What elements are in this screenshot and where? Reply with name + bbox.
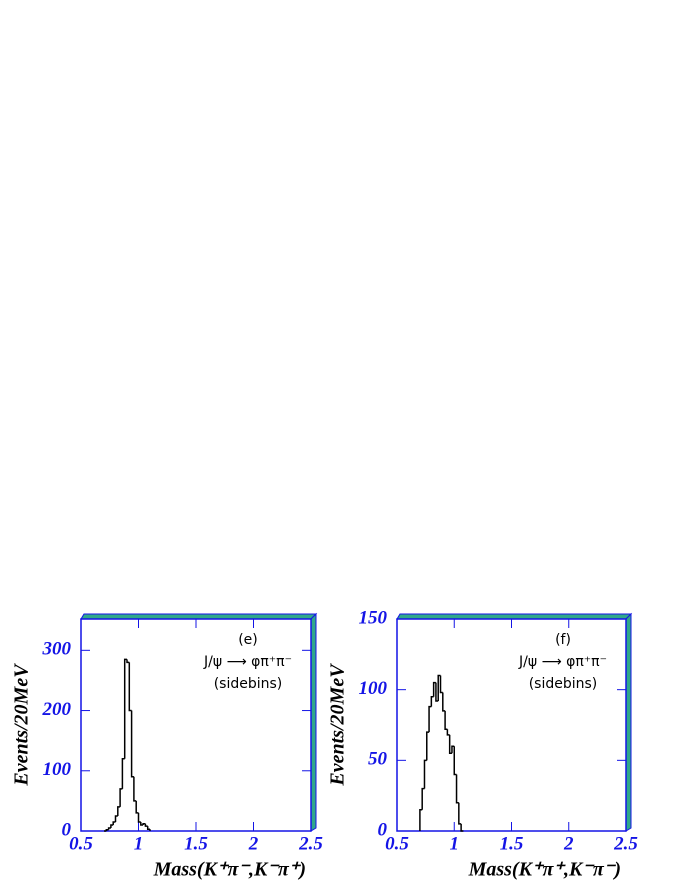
y-tick-label: 50: [368, 749, 388, 770]
y-tick-label: 200: [42, 699, 72, 720]
x-axis-label: Mass(K⁺π⁺,K⁻π⁻): [468, 859, 621, 881]
histogram-bin: [435, 682, 439, 702]
histogram-bin: [135, 800, 139, 814]
histogram-bin: [117, 806, 121, 816]
x-tick-label: 1: [450, 833, 460, 854]
histogram-bin: [146, 826, 150, 830]
annotation: (sidebins): [214, 676, 283, 692]
x-tick-label: 2.5: [298, 833, 323, 854]
histogram-bin: [112, 821, 116, 825]
y-tick-label: 0: [378, 819, 388, 840]
histogram-bin: [137, 812, 141, 823]
histogram-bin: [460, 823, 464, 832]
plot-frame: [396, 618, 627, 832]
histogram-bin: [458, 802, 462, 825]
histogram-bin: [421, 787, 425, 810]
histogram-bin: [426, 731, 430, 761]
histogram-bin: [144, 823, 148, 827]
x-tick-label: 2: [248, 833, 259, 854]
y-axis-label: Events/20MeV: [11, 663, 33, 787]
x-tick-label: 0.5: [385, 833, 409, 854]
histogram-bin: [128, 662, 132, 712]
annotation: J/ψ ⟶ φπ⁺π⁻: [203, 654, 292, 670]
histogram-bin: [133, 776, 137, 802]
histogram-bin: [448, 734, 452, 755]
annotation: (e): [238, 632, 258, 648]
annotation: (sidebins): [529, 676, 598, 692]
x-axis-label: Mass(K⁺π⁻,K⁻π⁺): [153, 859, 306, 881]
histogram-bin: [451, 745, 455, 754]
histogram-bin: [442, 692, 446, 712]
histogram-bin: [123, 658, 127, 759]
annotation: J/ψ ⟶ φπ⁺π⁻: [518, 654, 607, 670]
histogram-bin: [444, 710, 448, 730]
histogram-bin: [455, 774, 459, 804]
y-tick-label: 100: [43, 759, 72, 780]
histogram-bin: [432, 681, 436, 697]
histogram-bin: [428, 705, 432, 733]
histogram-bin: [119, 788, 123, 807]
histogram-bin: [107, 827, 111, 830]
histogram-bin: [126, 659, 130, 664]
x-tick-label: 1.5: [500, 833, 524, 854]
annotation: (f): [555, 632, 571, 648]
x-tick-label: 1: [134, 833, 144, 854]
y-tick-label: 150: [359, 607, 388, 628]
histogram-bin: [142, 823, 146, 825]
histogram-bin: [114, 815, 118, 822]
y-tick-label: 300: [42, 639, 72, 660]
histogram-bin: [453, 746, 457, 776]
histogram-bin: [423, 759, 427, 789]
histogram-bin: [430, 695, 434, 707]
histogram-bin: [437, 674, 441, 701]
x-tick-label: 2: [563, 833, 574, 854]
x-tick-label: 1.5: [184, 833, 208, 854]
x-tick-label: 0.5: [69, 833, 93, 854]
histogram-bin: [140, 821, 144, 826]
histogram-bin: [110, 824, 114, 828]
histogram-bin: [121, 757, 125, 789]
histogram-bin: [446, 729, 450, 736]
y-tick-label: 0: [62, 819, 72, 840]
y-tick-label: 100: [359, 678, 388, 699]
plot-frame: [80, 618, 312, 832]
histogram-bin: [105, 829, 109, 831]
x-tick-label: 2.5: [613, 833, 638, 854]
histogram-bin: [439, 675, 443, 694]
y-axis-label: Events/20MeV: [327, 663, 349, 787]
histogram-bin: [130, 710, 134, 778]
histogram-bin: [419, 809, 423, 831]
